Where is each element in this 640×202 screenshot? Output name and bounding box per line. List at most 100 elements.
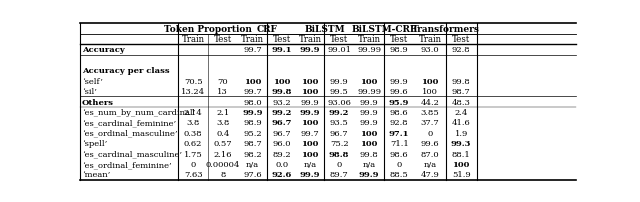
Text: 41.6: 41.6 [452, 119, 470, 127]
Text: 2.4: 2.4 [454, 108, 468, 116]
Text: 93.2: 93.2 [272, 98, 291, 106]
Text: ‘es_ordinal_feminine’: ‘es_ordinal_feminine’ [82, 160, 172, 168]
Text: Others: Others [82, 98, 114, 106]
Text: 8: 8 [220, 171, 225, 179]
Text: 98.9: 98.9 [243, 119, 262, 127]
Text: 1.75: 1.75 [184, 150, 202, 158]
Text: Train: Train [182, 35, 205, 44]
Text: CRF: CRF [256, 25, 277, 34]
Text: 0.57: 0.57 [214, 140, 232, 147]
Text: 37.7: 37.7 [420, 119, 439, 127]
Text: 99.9: 99.9 [243, 108, 263, 116]
Text: 97.1: 97.1 [389, 129, 410, 137]
Text: 100: 100 [452, 160, 470, 168]
Text: Test: Test [214, 35, 232, 44]
Text: Train: Train [358, 35, 381, 44]
Text: 96.0: 96.0 [273, 140, 291, 147]
Text: 100: 100 [301, 119, 319, 127]
Text: 100: 100 [360, 129, 378, 137]
Text: 100: 100 [422, 88, 438, 96]
Text: ‘mean’: ‘mean’ [82, 171, 110, 179]
Text: 3.85: 3.85 [420, 108, 439, 116]
Text: 100: 100 [301, 77, 319, 85]
Text: 99.9: 99.9 [300, 171, 320, 179]
Text: 13.24: 13.24 [181, 88, 205, 96]
Text: 99.9: 99.9 [330, 77, 349, 85]
Text: 93.5: 93.5 [330, 119, 349, 127]
Text: n/a: n/a [363, 160, 376, 168]
Text: 99.7: 99.7 [243, 88, 262, 96]
Text: Token Proportion: Token Proportion [164, 25, 252, 34]
Text: Transformers: Transformers [412, 25, 479, 34]
Text: 98.6: 98.6 [390, 150, 408, 158]
Text: 0: 0 [428, 129, 433, 137]
Text: 99.2: 99.2 [271, 108, 292, 116]
Text: 92.6: 92.6 [271, 171, 292, 179]
Text: 0.0: 0.0 [275, 160, 288, 168]
Text: 98.6: 98.6 [390, 108, 408, 116]
Text: 0.4: 0.4 [216, 129, 230, 137]
Text: ‘spell’: ‘spell’ [82, 140, 108, 147]
Text: 98.2: 98.2 [243, 150, 262, 158]
Text: 7.63: 7.63 [184, 171, 202, 179]
Text: 1.9: 1.9 [454, 129, 468, 137]
Text: 99.7: 99.7 [301, 129, 319, 137]
Text: 100: 100 [244, 77, 261, 85]
Text: 99.2: 99.2 [329, 108, 349, 116]
Text: 93.0: 93.0 [420, 46, 439, 54]
Text: 2.16: 2.16 [214, 150, 232, 158]
Text: 88.1: 88.1 [452, 150, 470, 158]
Text: Accuracy: Accuracy [82, 46, 125, 54]
Text: n/a: n/a [246, 160, 259, 168]
Text: 99.9: 99.9 [360, 119, 378, 127]
Text: 0.62: 0.62 [184, 140, 202, 147]
Text: 99.9: 99.9 [360, 98, 378, 106]
Text: 99.99: 99.99 [357, 46, 381, 54]
Text: 96.7: 96.7 [271, 119, 292, 127]
Text: BiLSTM-CRF: BiLSTM-CRF [351, 25, 417, 34]
Text: n/a: n/a [424, 160, 436, 168]
Text: 99.6: 99.6 [390, 88, 408, 96]
Text: 98.9: 98.9 [390, 46, 408, 54]
Text: 100: 100 [301, 150, 319, 158]
Text: 100: 100 [360, 77, 378, 85]
Text: ‘es_ordinal_masculine’: ‘es_ordinal_masculine’ [82, 129, 177, 137]
Text: 100: 100 [360, 140, 378, 147]
Text: 99.3: 99.3 [451, 140, 472, 147]
Text: 75.2: 75.2 [330, 140, 348, 147]
Text: n/a: n/a [303, 160, 316, 168]
Text: 99.9: 99.9 [390, 77, 408, 85]
Text: Test: Test [273, 35, 291, 44]
Text: 70: 70 [218, 77, 228, 85]
Text: Train: Train [241, 35, 264, 44]
Text: 87.0: 87.0 [420, 150, 439, 158]
Text: 2.14: 2.14 [184, 108, 202, 116]
Text: BiLSTM: BiLSTM [305, 25, 346, 34]
Text: 89.2: 89.2 [272, 150, 291, 158]
Text: 3.8: 3.8 [216, 119, 230, 127]
Text: 48.3: 48.3 [452, 98, 470, 106]
Text: 96.7: 96.7 [272, 129, 291, 137]
Text: 99.8: 99.8 [271, 88, 292, 96]
Text: Train: Train [419, 35, 442, 44]
Text: 0.38: 0.38 [184, 129, 202, 137]
Text: 88.5: 88.5 [390, 171, 408, 179]
Text: 13: 13 [218, 88, 228, 96]
Text: 47.9: 47.9 [420, 171, 440, 179]
Text: 99.9: 99.9 [360, 108, 378, 116]
Text: 71.1: 71.1 [390, 140, 408, 147]
Text: 0: 0 [337, 160, 342, 168]
Text: 95.9: 95.9 [389, 98, 410, 106]
Text: 99.9: 99.9 [300, 46, 320, 54]
Text: 100: 100 [301, 140, 319, 147]
Text: 98.7: 98.7 [243, 140, 262, 147]
Text: Test: Test [390, 35, 408, 44]
Text: 92.8: 92.8 [452, 46, 470, 54]
Text: 3.8: 3.8 [186, 119, 200, 127]
Text: Test: Test [330, 35, 348, 44]
Text: 70.5: 70.5 [184, 77, 202, 85]
Text: 98.7: 98.7 [452, 88, 470, 96]
Text: 92.8: 92.8 [390, 119, 408, 127]
Text: 100: 100 [421, 77, 438, 85]
Text: 99.8: 99.8 [360, 150, 378, 158]
